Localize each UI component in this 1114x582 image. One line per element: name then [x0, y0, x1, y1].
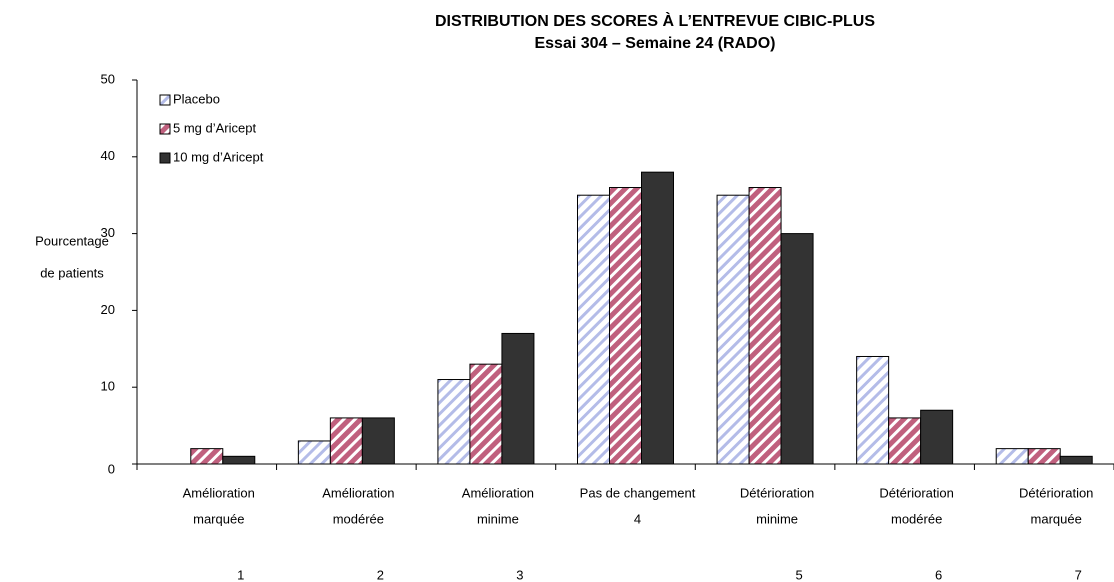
- bar: [716, 194, 750, 465]
- x-tick-label: Amélioration: [183, 485, 255, 500]
- x-tick-label: minime: [756, 511, 798, 526]
- bar: [641, 171, 674, 465]
- score-number: 2: [377, 567, 384, 582]
- x-tick-label: Détérioration: [879, 485, 953, 500]
- bar: [1059, 455, 1093, 465]
- y-axis-label: Pourcentage: [35, 233, 109, 248]
- score-number: 7: [1075, 567, 1082, 582]
- legend-label: Placebo: [173, 91, 220, 106]
- chart-subtitle: Essai 304 – Semaine 24 (RADO): [534, 35, 775, 52]
- x-tick-label: marquée: [1031, 511, 1082, 526]
- legend-swatch: [159, 123, 171, 135]
- bar: [501, 332, 535, 465]
- bar: [329, 417, 363, 465]
- bar: [995, 448, 1029, 465]
- chart-title: DISTRIBUTION DES SCORES À L’ENTREVUE CIB…: [435, 11, 875, 30]
- legend-label: 10 mg d’Aricept: [173, 149, 264, 164]
- bar: [469, 363, 503, 465]
- bar: [297, 440, 331, 465]
- bar: [609, 187, 642, 465]
- bar: [888, 417, 922, 465]
- x-tick-label: Amélioration: [322, 485, 394, 500]
- x-tick-label: modérée: [333, 511, 384, 526]
- bar: [222, 455, 256, 465]
- legend-swatch: [159, 152, 171, 164]
- x-tick-label: Amélioration: [462, 485, 534, 500]
- bar: [780, 233, 814, 465]
- bar: [748, 187, 782, 465]
- bar: [437, 379, 471, 465]
- score-number: 6: [935, 567, 942, 582]
- x-tick-label: modérée: [891, 511, 942, 526]
- legend-swatch: [159, 94, 171, 106]
- score-number: 1: [237, 567, 244, 582]
- bar: [1027, 448, 1061, 465]
- x-tick-label: Détérioration: [740, 485, 814, 500]
- x-tick-label: minime: [477, 511, 519, 526]
- y-tick-label: 20: [101, 302, 115, 317]
- x-tick-label: Pas de changement: [580, 485, 696, 500]
- y-tick-label: 50: [101, 71, 115, 86]
- x-tick-label: 4: [634, 511, 641, 526]
- bar: [361, 417, 395, 465]
- y-tick-label: 10: [101, 379, 115, 394]
- legend-label: 5 mg d’Aricept: [173, 120, 256, 135]
- bar: [920, 409, 954, 465]
- y-tick-label: 30: [101, 225, 115, 240]
- x-tick-label: Détérioration: [1019, 485, 1093, 500]
- y-tick-label: 40: [101, 148, 115, 163]
- x-tick-label: marquée: [193, 511, 244, 526]
- bar: [190, 448, 224, 465]
- y-axis-label: de patients: [40, 265, 104, 280]
- score-number: 5: [795, 567, 802, 582]
- y-tick-label: 0: [108, 461, 115, 476]
- bar: [856, 355, 890, 465]
- score-number: 3: [516, 567, 523, 582]
- bar: [577, 194, 610, 465]
